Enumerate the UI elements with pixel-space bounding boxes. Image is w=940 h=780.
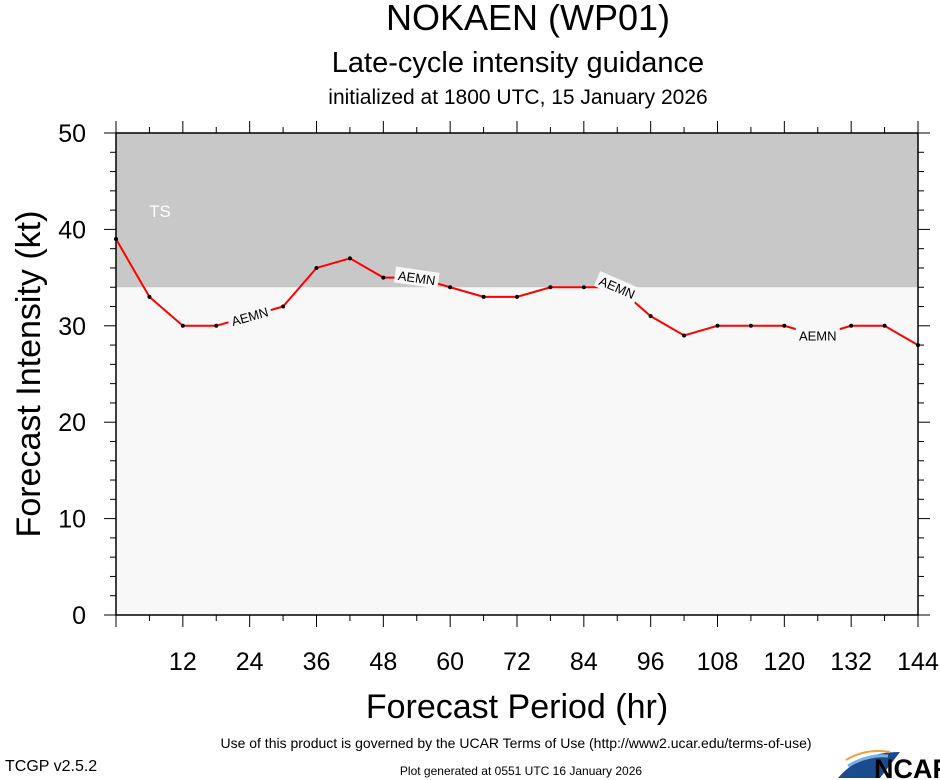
data-point (347, 256, 352, 261)
x-tick-label: 24 (236, 648, 264, 676)
y-tick-label: 10 (58, 506, 86, 534)
chart-subtitle: Late-cycle intensity guidance (332, 47, 704, 79)
chart-init-time: initialized at 1800 UTC, 15 January 2026 (328, 86, 707, 109)
series-label-bg (226, 302, 274, 330)
data-point (748, 323, 753, 328)
data-point (214, 323, 219, 328)
y-tick-label: 40 (58, 216, 86, 244)
data-point (782, 323, 787, 328)
series-label: AEMN (397, 268, 436, 288)
x-tick-label: 36 (303, 648, 331, 676)
ncar-logo-text: NCAR (874, 754, 940, 780)
series-label-bg (593, 271, 641, 304)
series-label: AEMN (799, 328, 837, 343)
data-point (481, 294, 486, 299)
data-point (682, 333, 687, 338)
data-point (715, 323, 720, 328)
x-tick-label: 120 (763, 648, 805, 676)
ncar-logo: NCAR (838, 750, 940, 780)
series-label-bg (393, 266, 440, 289)
x-tick-label: 72 (503, 648, 531, 676)
data-point (147, 294, 152, 299)
x-tick-label: 84 (570, 648, 598, 676)
x-tick-label: 60 (436, 648, 464, 676)
x-axis-label: Forecast Period (hr) (366, 688, 668, 726)
data-point (281, 304, 286, 309)
data-point (381, 275, 386, 280)
series-label-bg (795, 327, 840, 344)
x-tick-label: 108 (697, 648, 739, 676)
x-tick-label: 144 (897, 648, 939, 676)
terms-of-use: Use of this product is governed by the U… (220, 735, 811, 751)
data-point (314, 265, 319, 270)
y-axis-label: Forecast Intensity (kt) (10, 211, 48, 538)
generated-time: Plot generated at 0551 UTC 16 January 20… (400, 764, 642, 778)
band-ts (116, 133, 918, 288)
data-point (180, 323, 185, 328)
x-tick-label: 48 (369, 648, 397, 676)
chart-title: NOKAEN (WP01) (386, 0, 670, 38)
y-tick-label: 0 (72, 602, 86, 630)
data-point (581, 285, 586, 290)
data-point (114, 237, 118, 242)
data-point (515, 294, 519, 299)
data-point (548, 285, 553, 290)
band-label: TS (149, 202, 171, 221)
data-point (916, 343, 920, 348)
x-tick-label: 12 (169, 648, 197, 676)
y-tick-label: 20 (58, 409, 86, 437)
data-point (882, 323, 887, 328)
data-point (648, 314, 653, 319)
data-point (849, 323, 854, 328)
x-tick-label: 132 (830, 648, 872, 676)
plot-area: TS 12 24 36 48 60 72 84 96 108 120 132 144 0 10 20 30 40 5… (58, 120, 939, 676)
data-point (448, 285, 453, 290)
y-tick-label: 30 (58, 313, 86, 341)
x-tick-label: 96 (637, 648, 665, 676)
version-label: TCGP v2.5.2 (5, 758, 97, 775)
y-tick-label: 50 (58, 120, 86, 148)
